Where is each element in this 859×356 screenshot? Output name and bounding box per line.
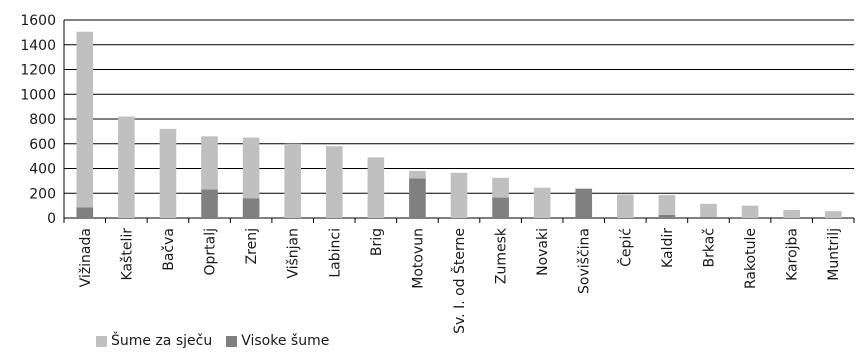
bar-visoke-sume bbox=[700, 216, 717, 218]
x-tick-label: Motovun bbox=[410, 228, 426, 289]
bar-sume-za-sjecu bbox=[533, 187, 551, 218]
x-tick-label: Zrenj bbox=[244, 228, 260, 264]
bar-visoke-sume bbox=[409, 178, 426, 218]
x-tick-label: Zumesk bbox=[494, 227, 510, 284]
legend-label-sume-za-sjecu: Šume za sječu bbox=[111, 333, 213, 349]
x-tick-label: Oprtalj bbox=[203, 228, 219, 276]
bar-visoke-sume bbox=[76, 207, 94, 218]
x-tick-label: Kaldir bbox=[660, 228, 676, 268]
x-tick-label: Bačva bbox=[161, 228, 177, 271]
x-tick-label: Labinci bbox=[327, 228, 343, 278]
y-tick-label: 400 bbox=[29, 162, 56, 178]
y-tick-label: 200 bbox=[29, 186, 56, 202]
bar-sume-za-sjecu bbox=[201, 136, 218, 190]
x-tick-label: Brig bbox=[369, 228, 385, 256]
legend-label-visoke-sume: Visoke šume bbox=[241, 333, 330, 349]
bar-sume-za-sjecu bbox=[575, 188, 593, 189]
bar-sume-za-sjecu bbox=[325, 146, 343, 218]
bar-sume-za-sjecu bbox=[76, 31, 94, 208]
bar-sume-za-sjecu bbox=[118, 116, 135, 218]
y-tick-label: 600 bbox=[29, 137, 56, 153]
legend: Šume za sječu Visoke šume bbox=[96, 333, 329, 349]
bar-visoke-sume bbox=[492, 197, 509, 218]
bar-sume-za-sjecu bbox=[367, 157, 385, 218]
legend-swatch-visoke-sume bbox=[226, 335, 238, 347]
legend-item-sume-za-sjecu: Šume za sječu bbox=[96, 333, 212, 349]
legend-swatch-sume-za-sjecu bbox=[96, 335, 107, 347]
bar-sume-za-sjecu bbox=[700, 203, 717, 217]
bar-sume-za-sjecu bbox=[824, 211, 842, 218]
x-tick-label: Sv. I. od Šterne bbox=[450, 228, 468, 334]
bar-sume-za-sjecu bbox=[617, 194, 634, 218]
bar-sume-za-sjecu bbox=[658, 195, 676, 215]
bar-visoke-sume bbox=[242, 198, 260, 218]
x-tick-label: Čepić bbox=[616, 228, 634, 267]
x-tick-label: Brkač bbox=[701, 228, 717, 268]
bar-sume-za-sjecu bbox=[159, 128, 177, 218]
x-tick-label: Karojba bbox=[785, 228, 801, 281]
x-tick-label: Muntrilj bbox=[826, 228, 842, 281]
y-tick-label: 800 bbox=[29, 112, 56, 128]
bar-sume-za-sjecu bbox=[284, 143, 301, 218]
bar-sume-za-sjecu bbox=[783, 209, 800, 218]
bar-sume-za-sjecu bbox=[492, 177, 509, 198]
legend-item-visoke-sume: Visoke šume bbox=[226, 333, 329, 349]
y-tick-label: 1400 bbox=[20, 38, 56, 54]
x-tick-label: Višnjan bbox=[286, 228, 302, 279]
bar-visoke-sume bbox=[575, 188, 593, 218]
x-tick-label: Kaštelir bbox=[119, 228, 135, 281]
y-tick-label: 1000 bbox=[20, 87, 56, 103]
bar-visoke-sume bbox=[658, 214, 676, 218]
x-tick-label: Soviščina bbox=[577, 228, 593, 294]
y-tick-label: 1600 bbox=[20, 13, 56, 29]
y-tick-label: 0 bbox=[47, 211, 56, 227]
bar-visoke-sume bbox=[201, 189, 218, 218]
x-tick-label: Vižinada bbox=[78, 228, 94, 287]
y-tick-label: 1200 bbox=[20, 63, 56, 79]
bar-sume-za-sjecu bbox=[409, 170, 426, 179]
bar-sume-za-sjecu bbox=[450, 172, 468, 218]
bar-sume-za-sjecu bbox=[741, 205, 759, 218]
bar-sume-za-sjecu bbox=[242, 137, 260, 199]
x-tick-label: Novaki bbox=[535, 228, 551, 276]
x-tick-label: Rakotule bbox=[743, 228, 759, 289]
